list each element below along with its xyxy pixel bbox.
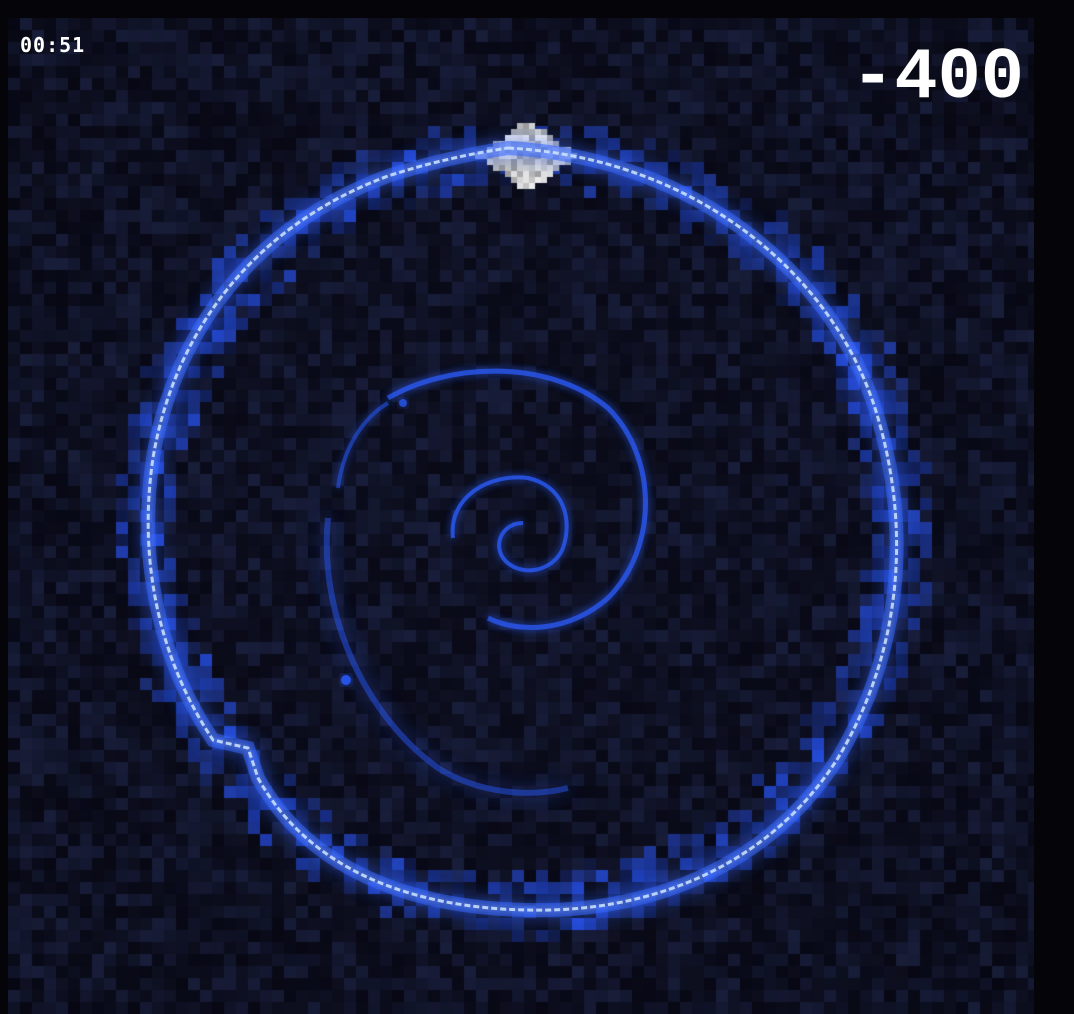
particle [341,675,351,685]
noise-background [8,18,1034,1014]
middle-spiral-left [336,401,390,489]
outer-ring [146,146,899,912]
playfield[interactable] [8,18,1034,1014]
middle-spiral-lower [323,517,569,796]
middle-spiral [386,368,648,630]
spiral-rings [141,140,904,918]
particle [399,399,407,407]
outer-ring-glow [141,140,904,918]
inner-spiral [450,475,569,573]
timer-readout: 00:51 [20,33,86,57]
score-readout: -400 [851,37,1024,119]
